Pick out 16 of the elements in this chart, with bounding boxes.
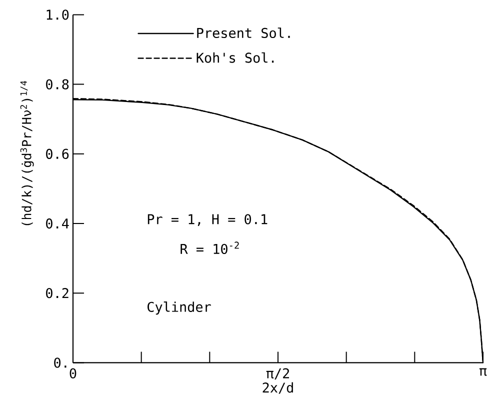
annotation: R = 10$^{-2}$ bbox=[180, 242, 239, 254]
y-tick-label: 0.4 bbox=[46, 218, 69, 229]
x-axis-title: 2x/d bbox=[262, 382, 293, 394]
y-tick-label: 0. bbox=[54, 358, 66, 368]
y-axis-title: (hd/k)/(ġd$^{3}$Pr/Hν$^{2}$)$^{1/4}$ bbox=[20, 80, 34, 226]
x-tick-label: 0 bbox=[70, 368, 76, 378]
legend-label: Koh's Sol. bbox=[196, 52, 274, 63]
x-tick-label: π bbox=[479, 368, 487, 376]
legend-label: Present Sol. bbox=[197, 28, 290, 38]
x-tick-label: π/2 bbox=[266, 368, 289, 380]
y-tick-label: 1.0 bbox=[46, 10, 69, 20]
y-tick-label: 0.6 bbox=[46, 148, 69, 159]
annotation: Cylinder bbox=[148, 302, 211, 315]
y-tick-label: 0.2 bbox=[46, 288, 68, 298]
annotation: Pr = 1, H = 0.1 bbox=[148, 214, 268, 226]
y-tick-label: 0.8 bbox=[46, 79, 69, 90]
